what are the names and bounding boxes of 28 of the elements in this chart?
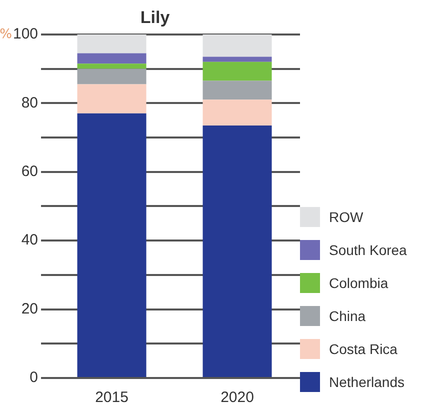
bar [77,68,146,84]
x-tick-label: 2015 [95,389,128,406]
bar [77,53,146,64]
chart-title: Lily [140,8,170,27]
legend-label: Netherlands [329,374,404,390]
legend-label: ROW [329,209,364,225]
legend-label: China [329,308,366,324]
legend-label: Costa Rica [329,341,398,357]
x-tick-label: 2020 [220,389,254,406]
y-tick-label: 80 [21,94,38,112]
bar [202,80,272,100]
y-tick-label: 100 [12,26,38,43]
legend-label: South Korea [329,242,407,258]
y-tick-label: 20 [21,300,38,318]
legend-label: Colombia [329,275,388,291]
bar [77,64,146,69]
bar [77,84,146,114]
y-tick-label: 60 [21,162,38,180]
y-axis-title: % [0,26,12,42]
bar [77,34,146,54]
bar [202,56,272,62]
y-tick-label: 40 [21,232,38,249]
bar [77,113,146,377]
bar [202,100,272,126]
bar [202,62,272,81]
bar [202,34,272,57]
y-tick-label: 0 [30,369,38,386]
bar [202,125,272,377]
